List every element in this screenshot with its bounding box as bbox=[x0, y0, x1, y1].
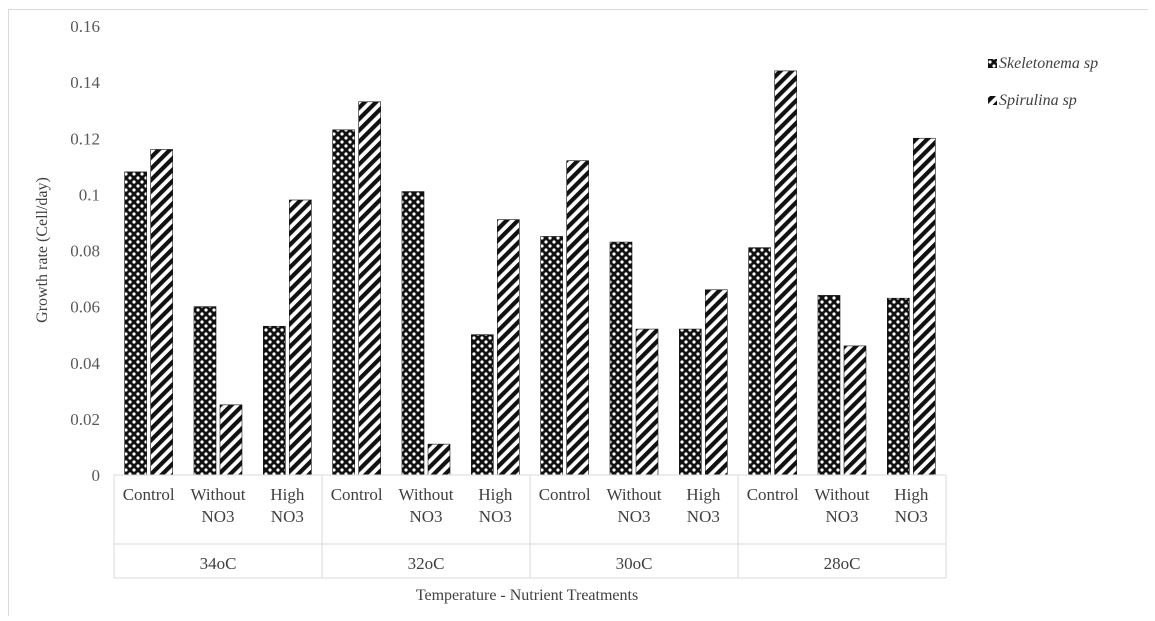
x-category-label: High bbox=[270, 485, 305, 504]
x-category-label: Without bbox=[814, 485, 869, 504]
bar-spirulina bbox=[289, 199, 312, 476]
x-category-label: High bbox=[478, 485, 513, 504]
y-tick-label: 0.16 bbox=[70, 17, 100, 36]
bar-spirulina bbox=[427, 443, 451, 476]
bar-skeletonema bbox=[471, 334, 494, 476]
x-category-label: NO3 bbox=[409, 507, 442, 526]
x-category-label: Without bbox=[606, 485, 661, 504]
x-axis-title: Temperature - Nutrient Treatments bbox=[416, 587, 638, 604]
x-category-label: NO3 bbox=[687, 507, 720, 526]
x-category-label: Control bbox=[123, 485, 175, 504]
y-tick-label: 0.08 bbox=[70, 242, 100, 261]
y-tick-label: 0.1 bbox=[79, 185, 100, 204]
bar-skeletonema bbox=[748, 247, 771, 476]
x-category-label: Control bbox=[331, 485, 383, 504]
bar-skeletonema bbox=[887, 297, 910, 476]
x-category-label: NO3 bbox=[825, 507, 858, 526]
bar-skeletonema bbox=[540, 236, 563, 476]
x-group-label: 30oC bbox=[616, 554, 653, 573]
bar-spirulina bbox=[150, 149, 173, 476]
legend-label-skeletonema: Skeletonema sp bbox=[999, 55, 1098, 72]
bar-skeletonema bbox=[263, 325, 286, 476]
x-category-label: Without bbox=[190, 485, 245, 504]
y-tick-label: 0.06 bbox=[70, 298, 100, 317]
y-tick-label: 0.02 bbox=[70, 410, 100, 429]
legend-swatch-spirulina bbox=[988, 96, 997, 105]
x-category-label: Control bbox=[539, 485, 591, 504]
y-tick-label: 0.04 bbox=[70, 354, 100, 373]
x-category-label: NO3 bbox=[479, 507, 512, 526]
bar-skeletonema bbox=[332, 129, 355, 476]
bar-skeletonema bbox=[609, 241, 633, 476]
bar-skeletonema bbox=[401, 191, 425, 476]
bar-spirulina bbox=[219, 404, 243, 476]
x-group-label: 32oC bbox=[408, 554, 445, 573]
y-tick-label: 0.12 bbox=[70, 129, 100, 148]
legend: Skeletonema sp Spirulina sp bbox=[988, 55, 1098, 109]
bar-spirulina bbox=[774, 70, 797, 476]
bar-spirulina bbox=[705, 289, 728, 476]
legend-label-spirulina: Spirulina sp bbox=[999, 92, 1077, 109]
bar-spirulina bbox=[635, 328, 659, 476]
x-category-label: Control bbox=[747, 485, 799, 504]
bar-spirulina bbox=[913, 137, 936, 476]
x-group-label: 34oC bbox=[200, 554, 237, 573]
x-category-label: NO3 bbox=[271, 507, 304, 526]
x-axis-groups: 34oC 32oC 30oC 28oC bbox=[113, 475, 947, 579]
y-tick-label: 0.14 bbox=[70, 73, 100, 92]
x-category-label: NO3 bbox=[201, 507, 234, 526]
y-axis-ticks: 0 0.02 0.04 0.06 0.08 0.1 0.12 0.14 0.16 bbox=[70, 17, 100, 485]
bar-skeletonema bbox=[193, 306, 217, 476]
y-tick-label: 0 bbox=[92, 466, 101, 485]
y-axis-title: Growth rate (Cell/day) bbox=[34, 177, 51, 323]
bar-skeletonema bbox=[679, 328, 702, 476]
bar-skeletonema bbox=[124, 171, 147, 476]
x-axis-categories: Control Without NO3 High NO3 Control Without NO… bbox=[123, 485, 929, 526]
bar-spirulina bbox=[843, 345, 867, 476]
bar-spirulina bbox=[566, 160, 589, 476]
x-category-label: NO3 bbox=[895, 507, 928, 526]
x-category-label: NO3 bbox=[617, 507, 650, 526]
bar-skeletonema bbox=[817, 295, 841, 476]
x-category-label: High bbox=[686, 485, 721, 504]
bar-spirulina bbox=[358, 101, 381, 476]
legend-swatch-skeletonema bbox=[988, 59, 997, 68]
bar-spirulina bbox=[497, 219, 520, 476]
x-category-label: Without bbox=[398, 485, 453, 504]
x-group-label: 28oC bbox=[824, 554, 861, 573]
chart-frame bbox=[8, 9, 1148, 616]
bars bbox=[124, 70, 936, 476]
x-category-label: High bbox=[894, 485, 929, 504]
